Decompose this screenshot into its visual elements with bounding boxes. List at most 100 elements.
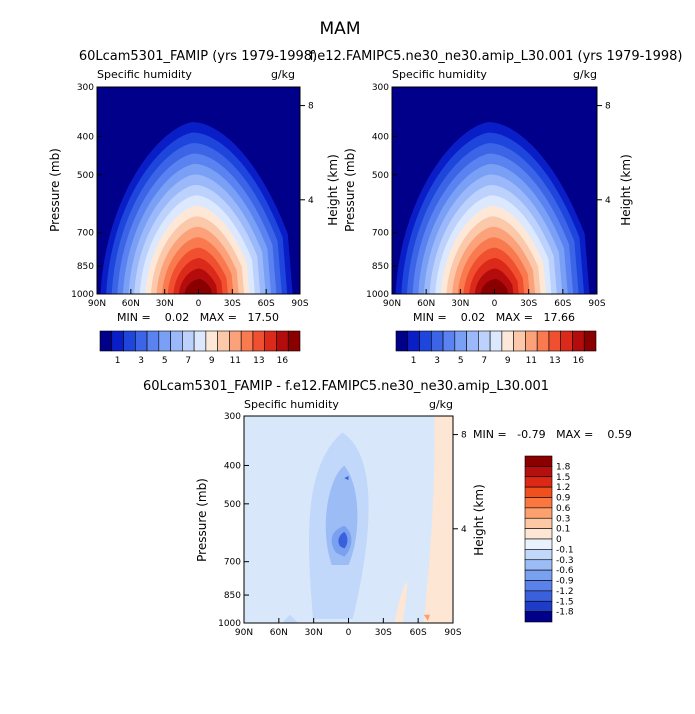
y2-tick-label: 4 [308,196,314,206]
contour-band [281,614,299,623]
colorbar-label: -1.2 [556,587,574,597]
x-tick-label: 30S [224,299,241,309]
colorbar-swatch [276,330,289,352]
y-tick-label: 400 [372,132,389,142]
panel-a-y2label: Height (km) [326,154,340,225]
contour-band [423,614,431,621]
colorbar-swatch [572,330,585,352]
x-tick-label: 60N [122,299,140,309]
x-tick-label: 60S [410,628,427,638]
colorbar-label: 5 [458,356,464,366]
panel-b-ylabel: Pressure (mb) [343,148,357,232]
colorbar-swatch [525,330,538,352]
panel-b-stats: MIN = 0.02 MAX = 17.66 [413,311,575,324]
colorbar-label: 5 [162,356,168,366]
panel-model-b: f.e12.FAMIPC5.ne30_ne30.amip_L30.001 (yr… [310,49,683,366]
x-tick-label: 30S [520,299,537,309]
panel-c-stats: MIN = -0.79 MAX = 0.59 [473,428,632,441]
panel-a-variable: Specific humidity [97,68,192,81]
colorbar-label: 1 [411,356,417,366]
x-tick-label: 30N [451,299,469,309]
colorbar-swatch [264,330,277,352]
colorbar-swatch [442,330,456,352]
x-tick-label: 90S [291,299,308,309]
y-tick-label: 850 [77,262,94,272]
y-tick-label: 300 [372,83,389,93]
x-tick-label: 60S [258,299,275,309]
contour-band [394,581,408,623]
panel-b-units: g/kg [573,68,597,81]
colorbar-label: 11 [230,356,241,366]
x-tick-label: 0 [346,628,352,638]
colorbar-swatch [287,330,301,352]
x-tick-label: 0 [492,299,498,309]
x-tick-label: 60N [270,628,288,638]
colorbar-label: 3 [138,356,144,366]
colorbar-label: 0.1 [556,525,570,535]
y-tick-label: 1000 [71,290,94,300]
colorbar-swatch [524,538,553,550]
panel-c-ylabel: Pressure (mb) [195,478,209,562]
colorbar-swatch [252,330,266,352]
colorbar-label: -0.3 [556,556,574,566]
colorbar-label: 9 [505,356,511,366]
colorbar-label: 0.6 [556,504,571,514]
colorbar-label: -1.5 [556,597,574,607]
colorbar-label: 7 [185,356,191,366]
panel-b-title: f.e12.FAMIPC5.ne30_ne30.amip_L30.001 (yr… [310,49,683,64]
contour-band [338,531,348,549]
colorbar-label: 1.8 [556,462,571,472]
colorbar-swatch [524,559,553,571]
x-tick-label: 90S [444,628,461,638]
x-tick-label: 30N [156,299,174,309]
colorbar-swatch [217,330,230,352]
panel-c-variable: Specific humidity [244,398,339,411]
colorbar-label: 1.5 [556,473,570,483]
colorbar-label: -0.9 [556,577,574,587]
y2-tick-label: 8 [308,102,314,112]
colorbar-swatch [123,330,136,352]
x-tick-label: 30N [305,628,323,638]
x-tick-label: 0 [196,299,202,309]
contour-band [423,416,453,623]
colorbar-swatch [99,330,113,352]
colorbar-label: 9 [209,356,215,366]
colorbar-swatch [454,330,467,352]
panel-b-variable: Specific humidity [392,68,487,81]
colorbar-swatch [419,330,432,352]
colorbar-swatch [524,517,553,529]
colorbar-label: 0.3 [556,514,570,524]
colorbar-swatch [524,507,553,519]
colorbar-swatch [158,330,171,352]
y-tick-label: 500 [372,171,389,181]
colorbar-swatch [170,330,183,352]
colorbar-swatch [524,549,553,561]
y-tick-label: 700 [372,229,389,239]
colorbar-swatch [205,330,218,352]
colorbar-swatch [146,330,160,352]
colorbar-swatch [524,455,553,467]
colorbar-swatch [536,330,550,352]
colorbar-swatch [524,528,553,540]
panel-c-units: g/kg [429,398,453,411]
colorbar-swatch [501,330,514,352]
y-tick-label: 400 [77,132,94,142]
y-tick-label: 300 [224,412,241,422]
colorbar-label: 16 [277,356,289,366]
x-tick-label: 90S [588,299,605,309]
colorbar-swatch [395,330,409,352]
colorbar-swatch [524,486,553,498]
colorbar-label: 13 [549,356,560,366]
page-title: MAM [320,19,361,39]
colorbar-label: 1 [115,356,121,366]
colorbar-swatch [524,600,553,612]
y-tick-label: 1000 [218,619,241,629]
x-tick-label: 90N [88,299,106,309]
contour-band [184,278,212,294]
y-tick-label: 850 [224,591,241,601]
x-tick-label: 30S [375,628,392,638]
y2-tick-label: 4 [461,525,467,535]
y-tick-label: 300 [77,83,94,93]
panel-a-stats: MIN = 0.02 MAX = 17.50 [117,311,279,324]
y2-tick-label: 8 [461,431,467,441]
